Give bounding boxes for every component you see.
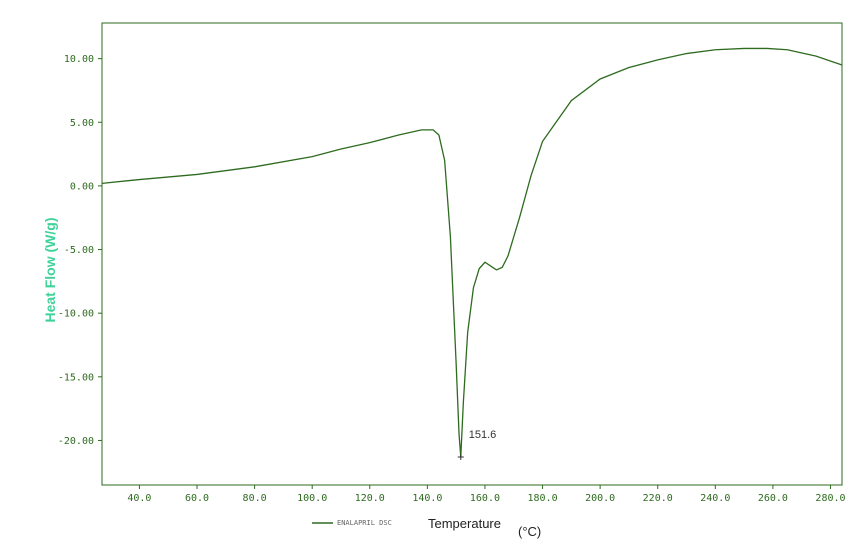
plot-area [101,22,843,486]
y-tick-label: 10.00 [64,54,94,65]
y-tick-label: 0.00 [70,181,94,192]
x-axis-unit: (°C) [518,524,541,539]
legend-label: ENALAPRIL DSC [337,519,392,527]
x-tick-label: 60.0 [185,493,209,504]
y-tick-label: -10.00 [58,309,94,320]
x-tick-label: 120.0 [355,493,385,504]
x-tick-label: 260.0 [758,493,788,504]
x-tick-label: 160.0 [470,493,500,504]
x-tick-label: 200.0 [585,493,615,504]
peak-annotation: 151.6 [457,429,497,460]
x-axis: 40.0 60.0 80.0 100.0 120.0 140.0 160.0 180.0 200… [127,485,846,504]
x-tick-label: 140.0 [412,493,442,504]
series-line-enalapril [101,47,843,458]
x-tick-label: 280.0 [815,493,845,504]
x-tick-label: 100.0 [297,493,327,504]
x-tick-label: 40.0 [127,493,151,504]
x-tick-label: 180.0 [527,493,557,504]
y-tick-label: -15.00 [58,372,94,383]
y-axis: 10.00 5.00 0.00 -5.00 -10.00 -15.00 -20.00 [58,54,102,447]
peak-label: 151.6 [469,429,497,441]
y-axis-label: Heat Flow (W/g) [42,218,58,323]
y-tick-label: 5.00 [70,118,94,129]
x-tick-label: 220.0 [643,493,673,504]
y-tick-label: -20.00 [58,436,94,447]
y-tick-label: -5.00 [64,245,94,256]
x-axis-label: Temperature [428,516,501,531]
x-tick-label: 80.0 [243,493,267,504]
x-tick-label: 240.0 [700,493,730,504]
